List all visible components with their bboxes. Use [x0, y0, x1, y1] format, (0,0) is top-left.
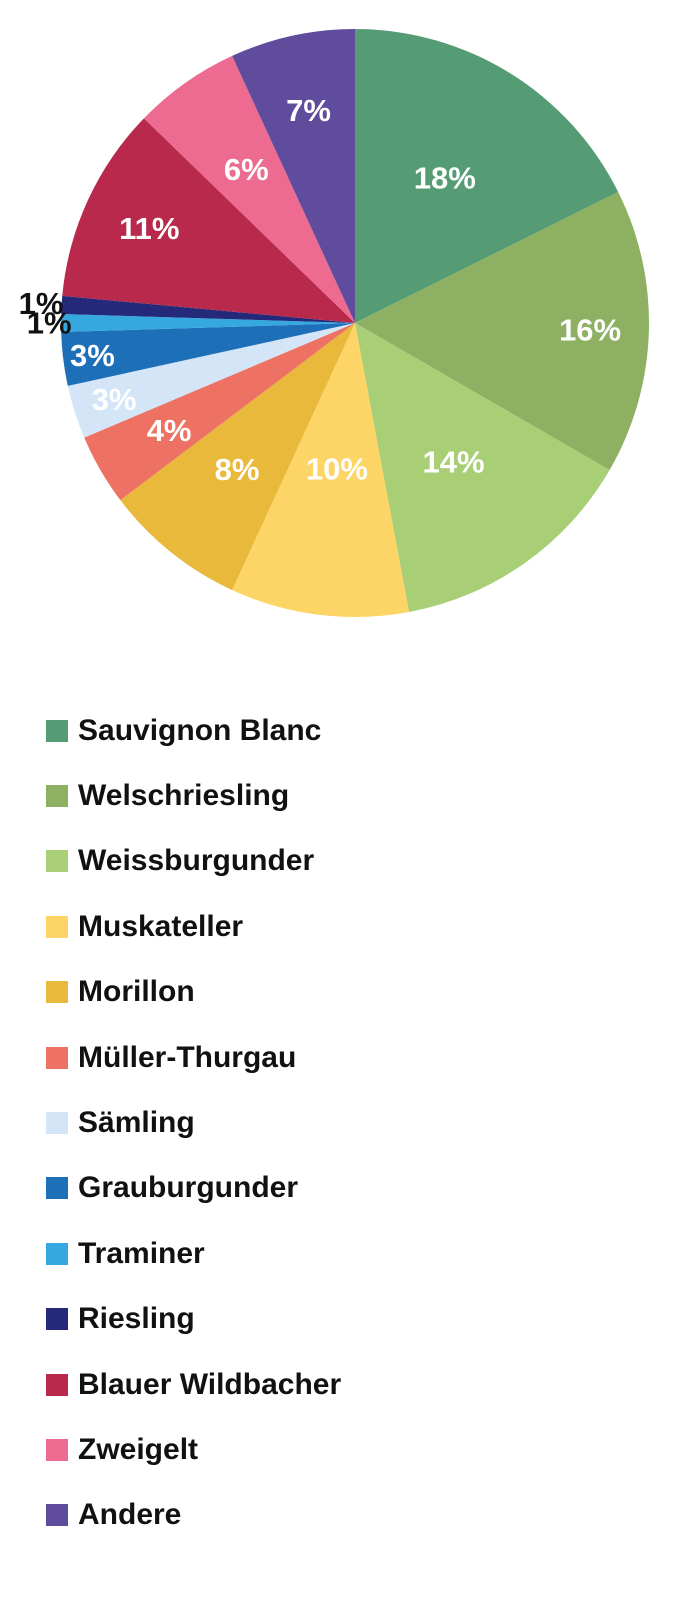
legend-item: Weissburgunder	[46, 829, 341, 894]
legend-label: Welschriesling	[78, 779, 290, 813]
slice-value-label: 7%	[286, 93, 331, 128]
legend-item: Blauer Wildbacher	[46, 1352, 341, 1417]
legend-swatch	[46, 1308, 68, 1331]
pie-slice	[143, 55, 355, 323]
legend-label: Grauburgunder	[78, 1171, 299, 1205]
legend-label: Riesling	[78, 1302, 195, 1336]
pie-slices	[61, 29, 650, 617]
slice-value-label: 11%	[119, 211, 179, 246]
legend-item: Sämling	[46, 1090, 341, 1155]
slice-value-label: 16%	[559, 313, 621, 348]
legend-label: Blauer Wildbacher	[78, 1367, 342, 1401]
legend-swatch	[46, 915, 68, 938]
slice-value-label: 1%	[19, 286, 64, 321]
legend-item: Welschriesling	[46, 763, 341, 828]
legend-item: Müller-Thurgau	[46, 1025, 341, 1090]
pie-slice	[62, 118, 355, 323]
slice-value-label: 10%	[306, 451, 368, 486]
legend-item: Grauburgunder	[46, 1156, 341, 1221]
pie-labels: 18%16%14%10%8%4%3%3%1%1%11%6%7%	[19, 93, 622, 487]
legend-swatch	[46, 1504, 68, 1527]
legend-item: Riesling	[46, 1287, 341, 1352]
legend-swatch	[46, 1112, 68, 1135]
pie-slice	[120, 323, 355, 591]
legend-swatch	[46, 719, 68, 742]
legend-swatch	[46, 981, 68, 1004]
legend-label: Zweigelt	[78, 1432, 199, 1466]
legend-item: Andere	[46, 1483, 341, 1548]
legend: Sauvignon Blanc Welschriesling Weissburgun…	[46, 698, 341, 1548]
legend-item: Zweigelt	[46, 1417, 341, 1482]
legend-swatch	[46, 850, 68, 873]
legend-item: Sauvignon Blanc	[46, 698, 341, 763]
legend-swatch	[46, 785, 68, 808]
legend-label: Traminer	[78, 1236, 205, 1270]
legend-item: Traminer	[46, 1221, 341, 1286]
legend-label: Sauvignon Blanc	[78, 713, 322, 747]
legend-swatch	[46, 1438, 68, 1461]
legend-label: Andere	[78, 1498, 182, 1532]
pie-slice	[61, 295, 355, 323]
slice-value-label: 1%	[27, 306, 72, 341]
pie-slice	[355, 323, 610, 612]
legend-label: Morillon	[78, 975, 195, 1009]
slice-value-label: 14%	[422, 445, 484, 480]
pie-chart: 18%16%14%10%8%4%3%3%1%1%11%6%7%	[19, 29, 650, 617]
pie-slice	[84, 323, 355, 501]
slice-value-label: 3%	[92, 382, 137, 417]
legend-item: Morillon	[46, 960, 341, 1025]
legend-label: Muskateller	[78, 909, 244, 943]
pie-slice	[61, 313, 355, 333]
pie-slice	[67, 323, 355, 438]
pie-slice	[355, 29, 619, 323]
legend-label: Sämling	[78, 1106, 195, 1140]
slice-value-label: 18%	[414, 161, 476, 196]
slice-value-label: 3%	[70, 338, 115, 373]
pie-slice	[61, 323, 355, 386]
slice-value-label: 4%	[147, 413, 192, 448]
legend-swatch	[46, 1242, 68, 1265]
legend-swatch	[46, 1177, 68, 1200]
legend-label: Müller-Thurgau	[78, 1040, 297, 1074]
pie-slice	[355, 191, 650, 470]
slice-value-label: 6%	[224, 152, 269, 187]
legend-swatch	[46, 1046, 68, 1069]
legend-label: Weissburgunder	[78, 844, 315, 878]
pie-slice	[232, 29, 355, 323]
pie-slice	[232, 323, 410, 617]
legend-item: Muskateller	[46, 894, 341, 959]
slice-value-label: 8%	[215, 452, 260, 487]
legend-swatch	[46, 1373, 68, 1396]
